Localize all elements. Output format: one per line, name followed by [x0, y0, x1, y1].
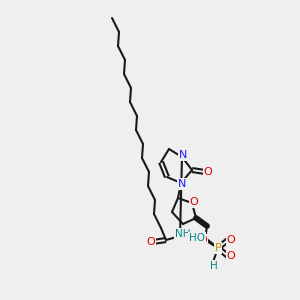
Text: H: H — [210, 261, 218, 271]
Text: O: O — [204, 167, 212, 177]
Text: N: N — [179, 150, 187, 160]
Text: O: O — [190, 197, 198, 207]
Text: HO: HO — [189, 233, 205, 243]
Text: N: N — [178, 179, 186, 189]
Text: O: O — [199, 235, 207, 245]
Text: O: O — [226, 251, 236, 261]
Text: NH: NH — [175, 229, 191, 239]
Text: O: O — [226, 235, 236, 245]
Text: P: P — [214, 243, 221, 253]
Text: O: O — [147, 237, 155, 247]
